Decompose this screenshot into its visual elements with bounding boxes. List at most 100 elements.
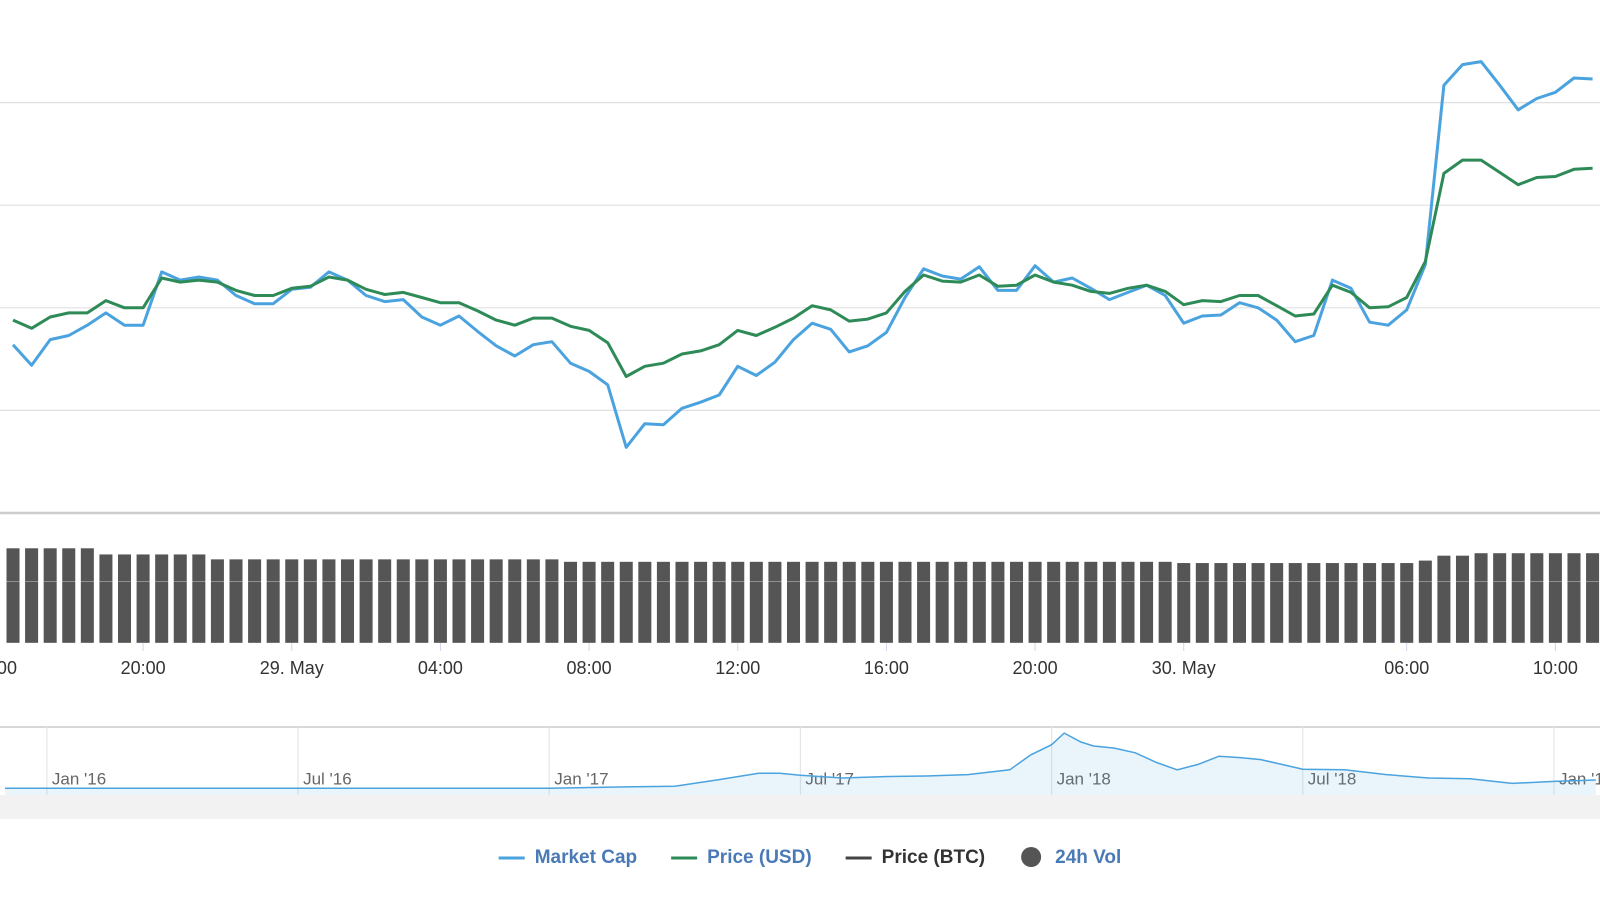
legend-label: Market Cap (535, 847, 637, 868)
volume-bar (43, 548, 57, 643)
volume-bar (340, 559, 355, 643)
volume-bar (879, 561, 893, 643)
legend-item[interactable]: 24h Vol (1021, 847, 1121, 868)
volume-bar (1307, 563, 1321, 643)
volume-bar (601, 561, 615, 643)
navigator-tick-label: Jul '16 (303, 769, 352, 788)
volume-bar (563, 561, 578, 643)
volume-bar (25, 548, 39, 643)
volume-bar (1567, 553, 1581, 643)
volume-bar (842, 561, 856, 643)
volume-bar (526, 559, 540, 643)
volume-bar (1586, 553, 1600, 643)
x-tick-label: 04:00 (418, 658, 463, 678)
volume-bar (1493, 553, 1507, 643)
volume-bar (229, 559, 243, 643)
legend-item[interactable]: Price (BTC) (845, 847, 985, 868)
volume-bar (954, 561, 968, 643)
volume-bar (1418, 560, 1432, 643)
volume-bar (1381, 563, 1395, 643)
volume-bar (861, 561, 875, 643)
volume-bar (1009, 561, 1024, 643)
volume-bar (545, 559, 559, 643)
volume-bar (638, 561, 652, 643)
x-tick-label: 06:00 (1384, 658, 1429, 678)
navigator-tick-label: Jul '18 (1308, 769, 1357, 788)
volume-bar (6, 548, 20, 643)
volume-bar (917, 561, 931, 643)
volume-bar (972, 561, 986, 643)
volume-bar (898, 561, 912, 643)
navigator-tick-label: Jan '17 (554, 769, 608, 788)
x-tick-label: 20:00 (1013, 658, 1058, 678)
volume-bar (489, 559, 503, 643)
volume-bar (935, 561, 949, 643)
legend-label: Price (BTC) (882, 847, 985, 868)
x-tick-label: 10:00 (1533, 658, 1578, 678)
x-tick-label: 16:00 (0, 658, 17, 678)
volume-bar (155, 554, 169, 643)
volume-bar (768, 561, 782, 643)
volume-bar (991, 561, 1005, 643)
volume-bar (248, 559, 262, 643)
volume-bar (1548, 553, 1562, 643)
volume-bar (1437, 555, 1451, 643)
volume-bar (285, 559, 299, 643)
volume-bar (1177, 563, 1191, 643)
volume-bar (786, 561, 801, 643)
volume-bar (1065, 561, 1079, 643)
navigator-tick-label: Jan '19 (1559, 769, 1600, 788)
x-tick-label: 16:00 (864, 658, 909, 678)
volume-bar (712, 561, 726, 643)
volume-bar (415, 559, 429, 643)
volume-bar (433, 559, 447, 643)
volume-bar (1028, 561, 1042, 643)
volume-bar (805, 561, 819, 643)
volume-bar (1251, 563, 1265, 643)
volume-bar (1195, 563, 1209, 643)
volume-bar (1102, 561, 1116, 643)
volume-bar (1530, 553, 1544, 643)
navigator-area (5, 733, 1596, 795)
volume-bar (359, 559, 373, 643)
volume-bar (1288, 563, 1302, 643)
navigator-tick-label: Jan '16 (52, 769, 106, 788)
volume-bar (694, 561, 708, 643)
volume-bar (322, 559, 336, 643)
volume-bar (266, 559, 280, 643)
volume-bar (1344, 563, 1358, 643)
volume-bar (1121, 561, 1135, 643)
x-tick-label: 20:00 (121, 658, 166, 678)
volume-bar (1084, 561, 1098, 643)
legend-marker (1021, 847, 1042, 867)
volume-bar (1400, 563, 1414, 643)
volume-bar (192, 554, 206, 643)
volume-bar (210, 559, 224, 643)
volume-bar (1047, 561, 1061, 643)
navigator-scrollbar[interactable] (0, 795, 1600, 819)
volume-bar (1325, 563, 1339, 643)
volume-bar (582, 561, 596, 643)
volume-bar (99, 554, 113, 643)
volume-bar (117, 554, 132, 643)
legend-item[interactable]: Price (USD) (671, 847, 812, 868)
volume-bar (136, 554, 150, 643)
volume-bar (656, 561, 670, 643)
volume-bar (1363, 563, 1377, 643)
legend-label: Price (USD) (707, 847, 812, 868)
volume-bar (1270, 563, 1284, 643)
navigator-line (5, 732, 1596, 789)
legend-item[interactable]: Market Cap (498, 847, 637, 868)
volume-bar (1511, 553, 1525, 643)
volume-bar (731, 561, 745, 643)
volume-bar (396, 559, 410, 643)
volume-bar (675, 561, 689, 643)
volume-bar (62, 548, 76, 643)
navigator-tick-label: Jan '18 (1057, 769, 1111, 788)
legend-label: 24h Vol (1055, 847, 1121, 868)
x-tick-label: 30. May (1152, 658, 1216, 678)
volume-bar (508, 559, 522, 643)
x-tick-label: 08:00 (567, 658, 612, 678)
volume-bar (1214, 563, 1228, 643)
volume-bar (378, 559, 392, 643)
